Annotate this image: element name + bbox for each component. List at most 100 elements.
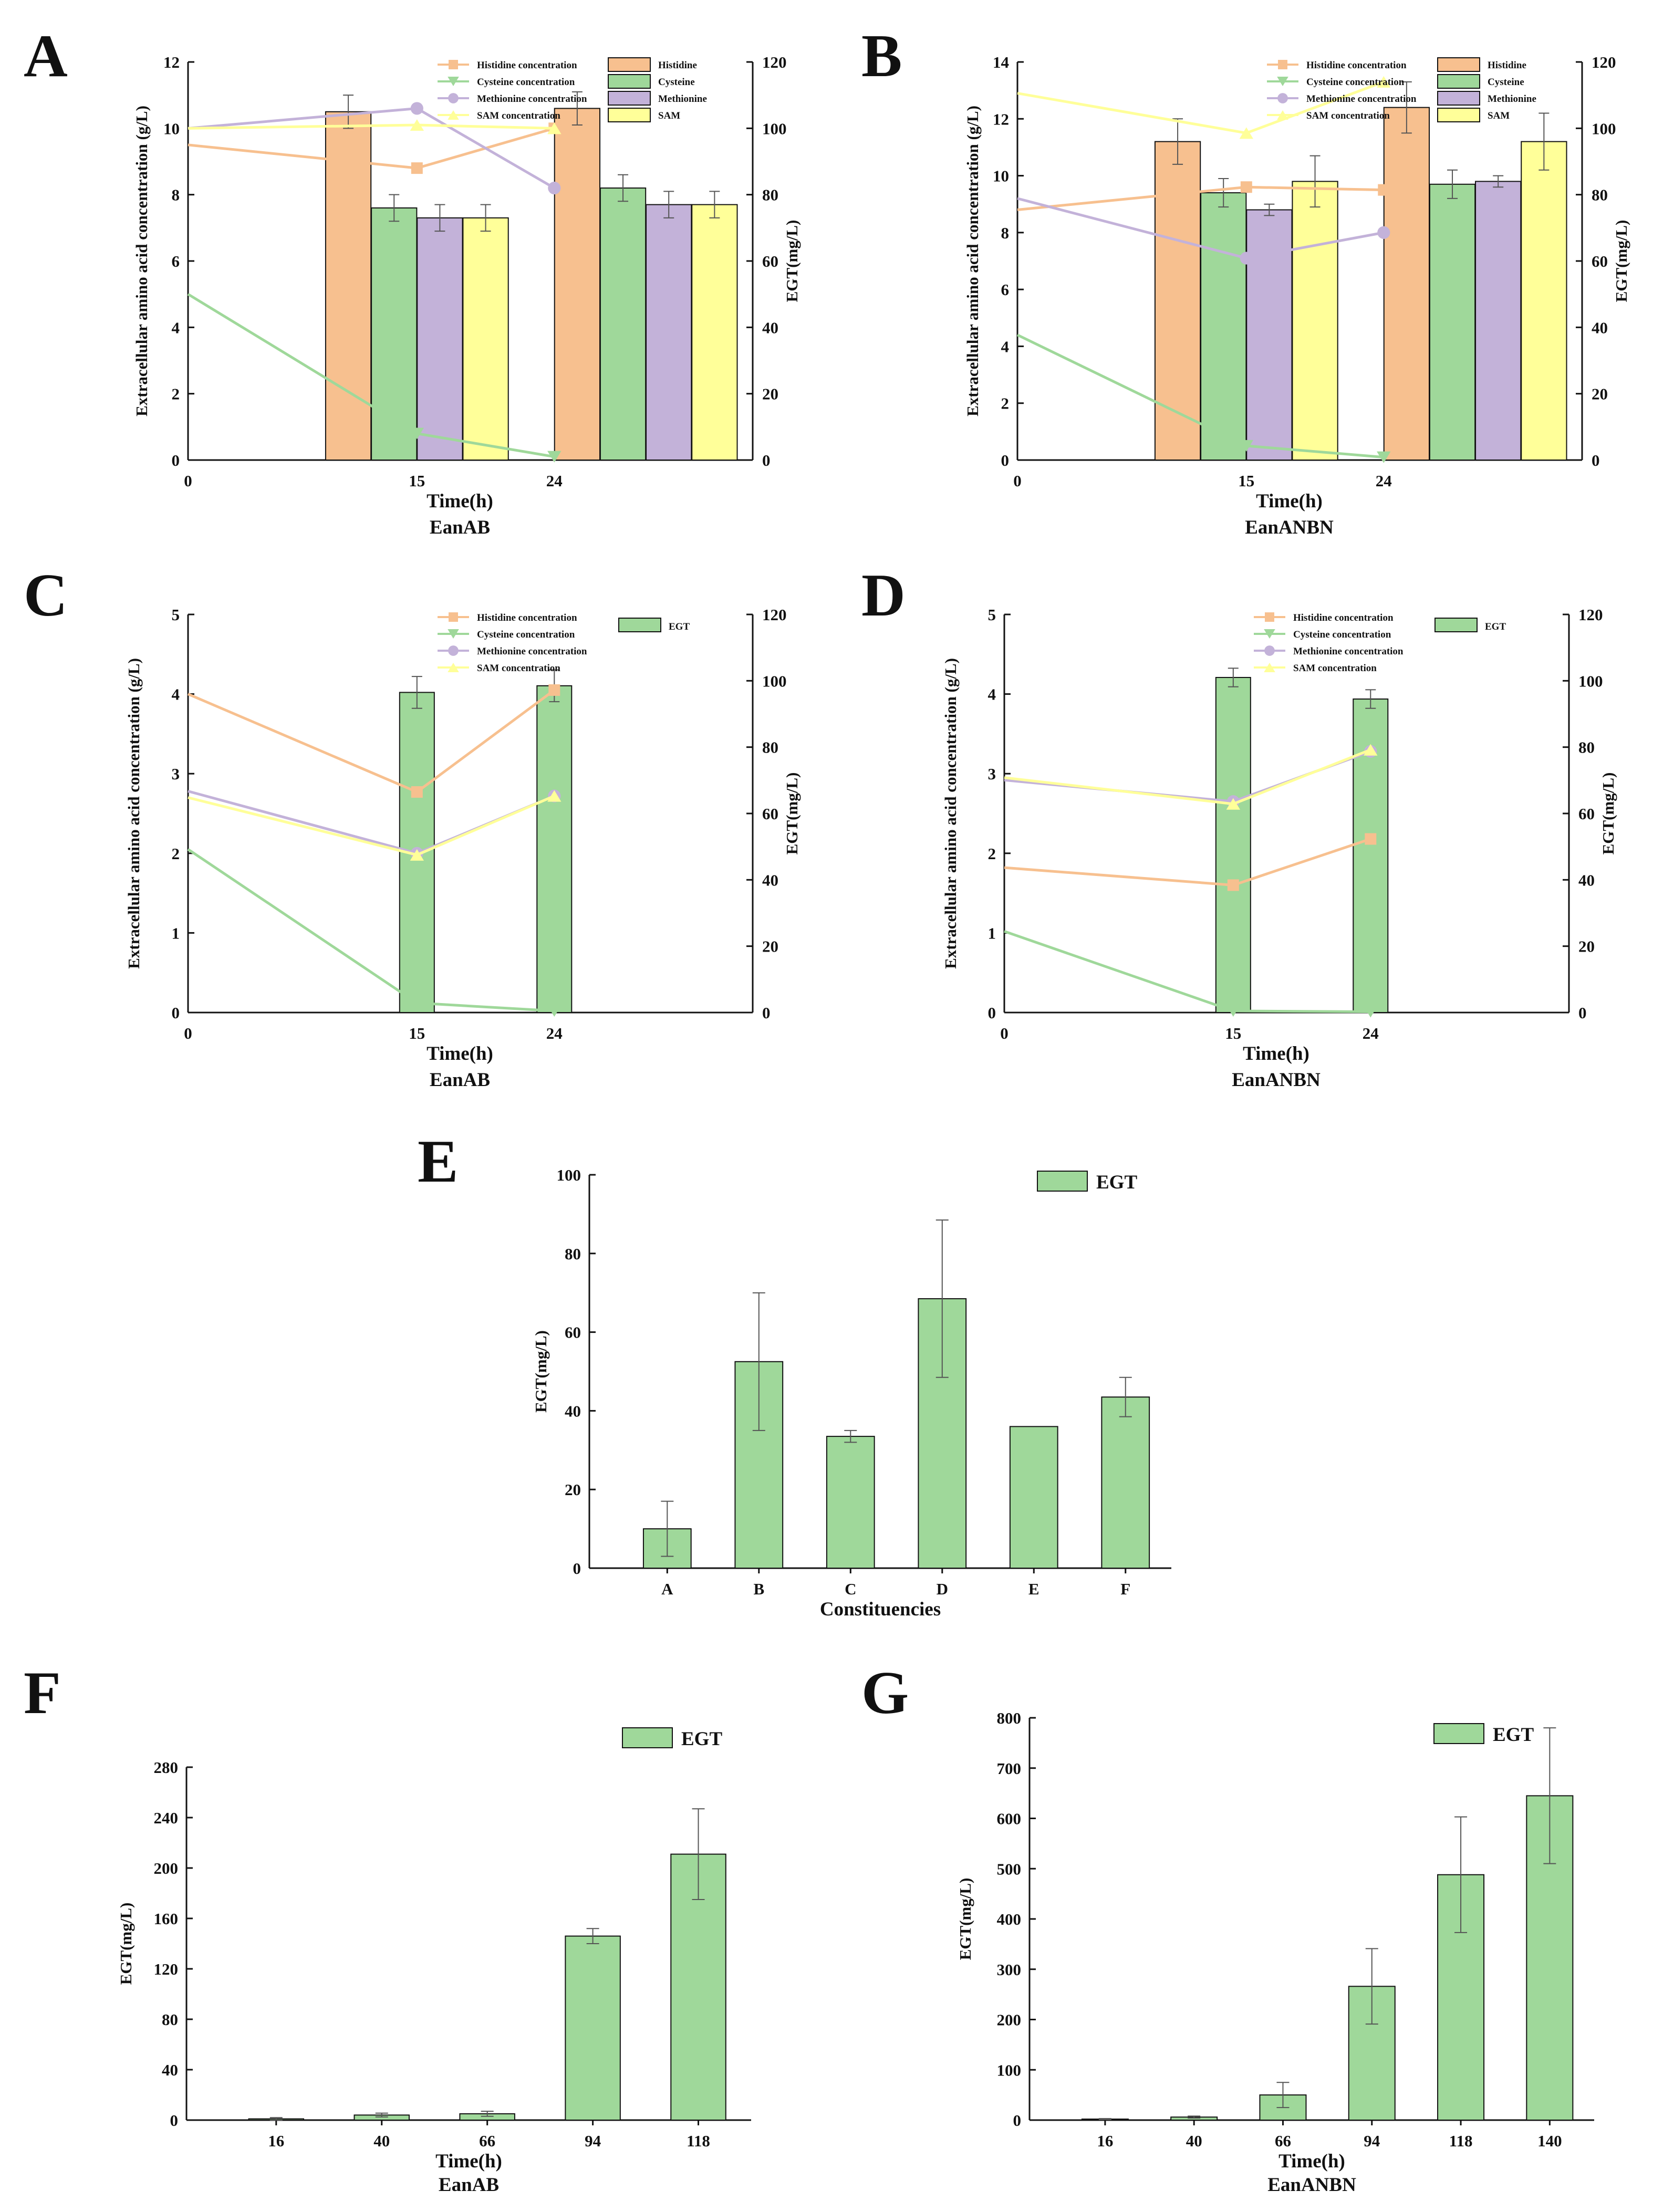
x-tick-label: 24: [1363, 1024, 1379, 1042]
legend-marker-met_conc: [448, 93, 459, 103]
y-tick-label: 10: [993, 167, 1009, 185]
y2-tick-label: 0: [762, 451, 771, 469]
point-cys_conc: [547, 451, 562, 463]
y-tick-label: 10: [163, 119, 180, 138]
legend-swatch-egt: [618, 618, 661, 632]
y2-axis-title: EGT(mg/L): [1599, 773, 1617, 855]
legend-swatch-egt: [622, 1727, 673, 1748]
legend-label-sam_conc: SAM concentration: [477, 110, 560, 121]
subtitle: EanAB: [430, 1069, 490, 1091]
panel-d: D 0 1 2 3 4 5 0 20 40 60 80 100 120 0 15 24 Extracellular…: [861, 562, 1617, 1091]
legend-label-cys_conc: Cysteine concentration: [477, 77, 575, 88]
y2-tick-label: 0: [762, 1004, 771, 1022]
point-cys_conc: [1226, 1005, 1241, 1017]
y-tick-label: 2: [1001, 394, 1010, 413]
x-tick-label: 15: [1238, 472, 1254, 490]
legend-marker-his_conc: [449, 612, 458, 622]
y-tick-label: 2: [172, 385, 180, 403]
y-tick-label: 100: [997, 2061, 1022, 2079]
legend-marker-met_conc: [1277, 93, 1288, 103]
x-tick-label: 118: [1449, 2132, 1473, 2150]
x-tick-label: 15: [1225, 1024, 1241, 1042]
y-tick-label: 400: [997, 1910, 1022, 1928]
x-axis-title: Time(h): [1278, 2151, 1345, 2172]
legend-label-egt: EGT: [669, 621, 690, 632]
legend-label-egt: EGT: [1485, 621, 1506, 632]
legend-marker-cys_conc: [1264, 629, 1275, 639]
subtitle: EanAB: [439, 2174, 499, 2196]
y-tick-label: 12: [163, 53, 180, 71]
legend-label-sam_conc: SAM concentration: [1306, 110, 1390, 121]
bar-cys: [1429, 183, 1476, 461]
y-tick-label: 240: [154, 1809, 179, 1827]
y-tick-label: 80: [162, 2010, 178, 2029]
y-tick-label: 0: [1001, 451, 1010, 469]
legend-swatch-egt: [1433, 1723, 1484, 1744]
y-tick-label: 3: [172, 765, 180, 783]
legend-label-cys: Cysteine: [658, 77, 695, 88]
panel-label: A: [24, 23, 68, 90]
x-tick-label: D: [937, 1580, 948, 1598]
bar-egt: [536, 685, 573, 1013]
x-axis-title: Time(h): [427, 491, 493, 512]
legend-swatch-sam: [1437, 108, 1480, 122]
legend-label-egt: EGT: [681, 1728, 722, 1750]
y-tick-label: 80: [565, 1245, 581, 1263]
y-tick-label: 0: [1013, 2111, 1022, 2130]
y-tick-label: 600: [997, 1810, 1022, 1828]
legend: Histidine concentration Cysteine concentr…: [1254, 612, 1506, 674]
y2-tick-label: 120: [1578, 606, 1603, 624]
y2-tick-label: 60: [762, 805, 778, 823]
x-axis-title: Time(h): [1256, 491, 1323, 512]
legend-label-cys_conc: Cysteine concentration: [1293, 629, 1391, 640]
legend-swatch-cys: [1437, 74, 1480, 89]
y-tick-label: 8: [1001, 224, 1010, 242]
x-tick-label: 40: [1186, 2132, 1202, 2150]
bar-sam: [462, 217, 509, 461]
y-tick-label: 0: [988, 1004, 996, 1022]
bar-met: [1246, 209, 1293, 461]
point-met_conc: [1377, 226, 1390, 239]
y-tick-label: 1: [172, 924, 180, 942]
legend-swatch-egt: [1434, 618, 1478, 632]
legend-label-his_conc: Histidine concentration: [1293, 612, 1394, 623]
y2-tick-label: 100: [762, 119, 787, 138]
y2-tick-label: 120: [762, 53, 787, 71]
point-sam_conc: [1226, 798, 1241, 810]
y-tick-label: 4: [1001, 337, 1010, 356]
point-his_conc: [411, 162, 423, 174]
y-axis-title: EGT(mg/L): [532, 1330, 550, 1413]
x-tick-label: 0: [184, 472, 192, 490]
x-tick-label: 15: [409, 472, 425, 490]
legend-label-his_conc: Histidine concentration: [477, 60, 577, 71]
x-axis-title: Time(h): [1243, 1043, 1309, 1065]
y2-tick-label: 40: [1592, 318, 1608, 337]
legend-label-his: Histidine: [658, 60, 697, 71]
legend-label-sam_conc: SAM concentration: [477, 663, 560, 674]
y-tick-label: 280: [154, 1758, 179, 1777]
y-tick-label: 40: [565, 1402, 581, 1420]
x-axis-title: Time(h): [427, 1043, 493, 1065]
y-tick-label: 3: [988, 765, 996, 783]
panel-f: F 0 40 80 120 160 200 240 280 16 40 66 94 118 EGT(mg/L…: [24, 1660, 751, 2196]
legend-marker-sam_conc: [448, 663, 459, 672]
legend-marker-his_conc: [1278, 60, 1287, 69]
x-tick-label: 40: [373, 2132, 390, 2150]
y-tick-label: 5: [988, 606, 996, 624]
x-tick-label: 0: [1013, 472, 1022, 490]
y-tick-label: 2: [988, 844, 996, 863]
point-his_conc: [411, 786, 423, 798]
legend-label-met_conc: Methionine concentration: [1306, 93, 1417, 105]
subtitle: EanANBN: [1267, 2174, 1356, 2196]
legend-marker-sam_conc: [1277, 110, 1288, 120]
legend-label-cys_conc: Cysteine concentration: [477, 629, 575, 640]
legend-swatch-met: [608, 91, 651, 106]
x-tick-label: 16: [1097, 2132, 1113, 2150]
legend-label-met: Methionine: [1488, 93, 1536, 105]
x-tick-label: E: [1028, 1580, 1039, 1598]
legend-swatch-his: [608, 57, 651, 72]
panel-c: C 0 1 2 3 4 5 0 20 40 60 80 100 120 0 15 24 Extracellular…: [24, 562, 801, 1091]
point-cys_conc: [410, 427, 424, 440]
